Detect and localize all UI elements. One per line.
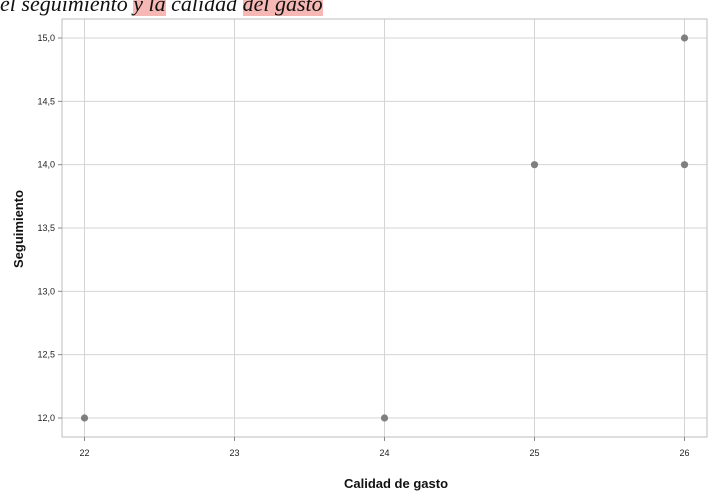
y-tick-label: 13,5 [37, 223, 55, 233]
scatter-point [380, 414, 389, 422]
x-tick-label: 24 [379, 448, 389, 458]
caption-part-1: el seguimiento [0, 0, 134, 16]
caption-highlight-1: y la [133, 0, 166, 16]
grid-lines [62, 19, 707, 437]
figure-caption: el seguimiento y la calidad del gasto [0, 0, 323, 17]
y-tick-label: 15,0 [37, 33, 55, 43]
scatter-point [530, 161, 539, 169]
x-tick-label: 26 [679, 448, 689, 458]
x-tick-label: 23 [229, 448, 239, 458]
y-tick-label: 14,0 [37, 160, 55, 170]
x-tick-label: 25 [529, 448, 539, 458]
caption-highlight-2: del gasto [242, 0, 323, 16]
scatter-point [680, 161, 689, 169]
scatter-point [80, 414, 89, 422]
y-axis-ticks: 12,0 12,5 13,0 13,5 14,0 14,5 15,0 [37, 33, 62, 423]
data-points [80, 34, 689, 422]
y-tick-label: 12,0 [37, 413, 55, 423]
y-tick-label: 12,5 [37, 350, 55, 360]
x-axis-ticks: 22 23 24 25 26 [79, 437, 690, 458]
y-axis-title: Seguimiento [11, 190, 26, 268]
y-tick-label: 13,0 [37, 286, 55, 296]
y-tick-label: 14,5 [37, 96, 55, 106]
x-tick-label: 22 [79, 448, 89, 458]
x-axis-title: Calidad de gasto [344, 476, 448, 491]
caption-part-3: calidad [165, 0, 243, 16]
scatter-point [680, 34, 689, 42]
